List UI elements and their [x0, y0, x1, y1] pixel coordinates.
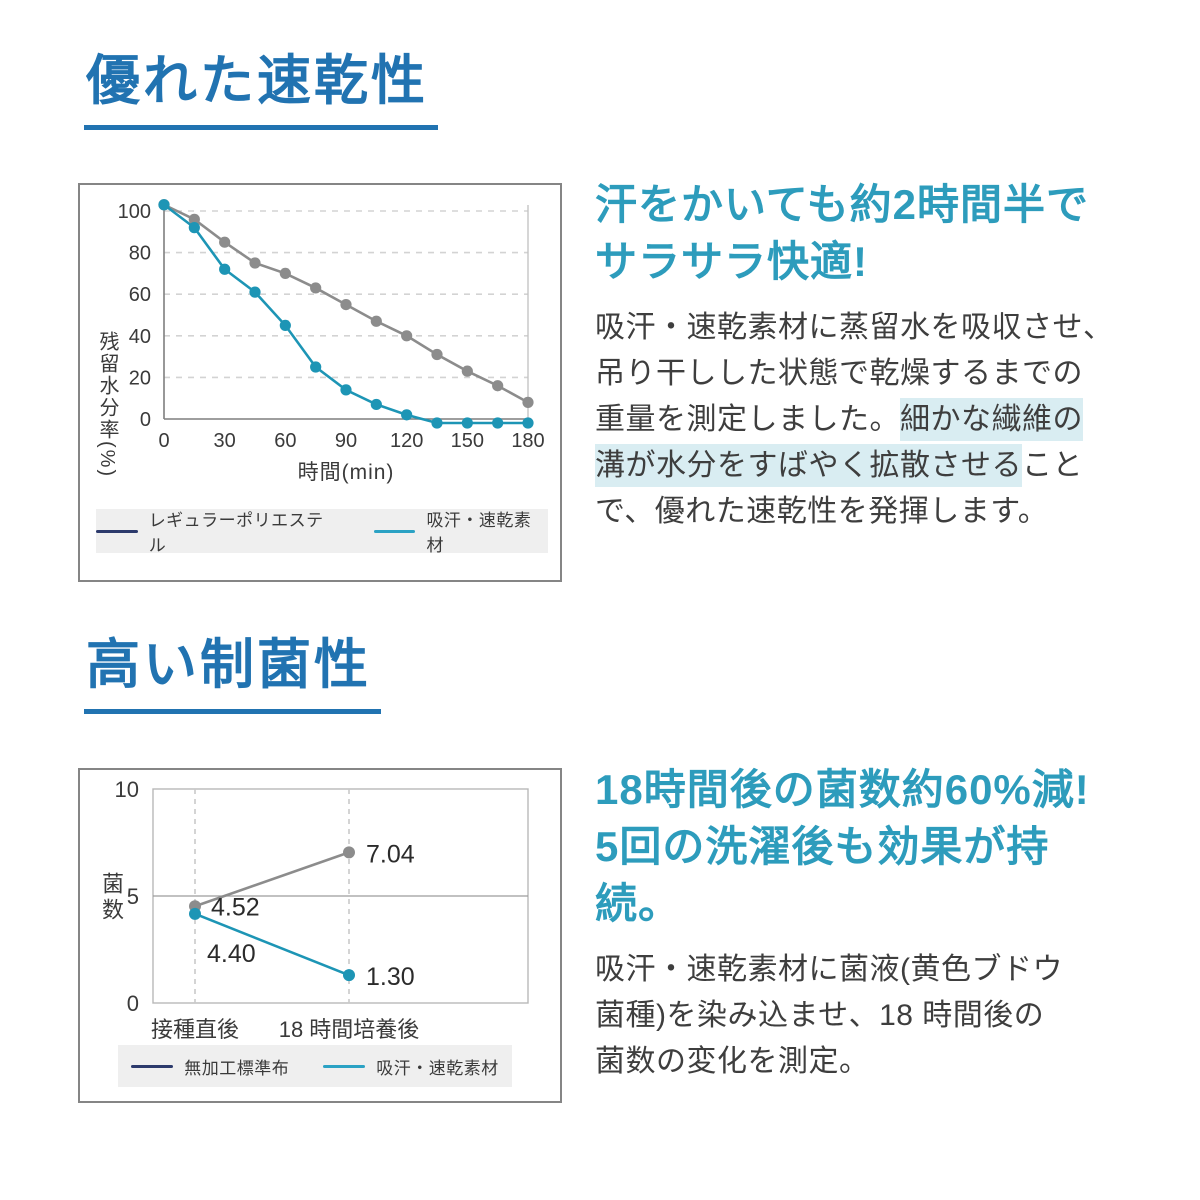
- series-quick-dry-material: [158, 199, 534, 429]
- svg-text:100: 100: [118, 201, 151, 223]
- series-regular-polyester: [158, 199, 534, 408]
- moisture-legend-swatch-2: [373, 529, 416, 533]
- x-axis-tick-labels: 0 30 60 90 120 150 180: [158, 430, 544, 452]
- svg-text:150: 150: [451, 430, 484, 452]
- y-axis-tick-labels: 0 5 10: [115, 777, 139, 1016]
- svg-text:60: 60: [274, 430, 296, 452]
- data-label-1.30: 1.30: [366, 963, 415, 991]
- section1-subtitle-line-2: サラサラ快適!: [595, 238, 868, 285]
- bacteria-legend-label-2: 吸汗・速乾素材: [376, 1058, 499, 1078]
- svg-text:90: 90: [335, 430, 357, 452]
- section2-subtitle-line-1: 18時間後の菌数約60%減!: [595, 766, 1090, 813]
- svg-text:0: 0: [158, 430, 169, 452]
- moisture-chart-y-axis-label: 残留水分率(%): [96, 331, 118, 479]
- bacteria-chart-legend: 無加工標準布 吸汗・速乾素材: [118, 1045, 512, 1087]
- section1-body: 吸汗・速乾素材に蒸留水を吸収させ、 吊り干しした状態で乾燥するまでの 重量を測定しま…: [595, 305, 1135, 535]
- bacteria-line-chart: 4.52 7.04 4.40 1.30 0 5 10 接種直後 18 時間培養後: [115, 777, 529, 1042]
- moisture-legend-label-2: 吸汗・速乾素材: [426, 511, 532, 555]
- bacteria-legend-item-1: 無加工標準布: [131, 1054, 289, 1079]
- svg-text:120: 120: [390, 430, 423, 452]
- svg-text:接種直後: 接種直後: [151, 1017, 239, 1042]
- category-labels: 接種直後 18 時間培養後: [151, 1017, 419, 1042]
- section1-body-segment-2: 吊り干しした状態で乾燥するまでの: [595, 357, 1083, 390]
- bacteria-legend-item-2: 吸汗・速乾素材: [323, 1054, 499, 1079]
- section1-title: 優れた速乾性: [84, 51, 438, 131]
- moisture-chart-frame: 0 20 40 60 80 100 0 30 60 90 120 150 180 時間(min) 残留水分…: [78, 183, 562, 582]
- bacteria-legend-swatch-2: [323, 1064, 366, 1068]
- svg-text:180: 180: [511, 430, 544, 452]
- svg-text:60: 60: [129, 284, 151, 306]
- moisture-legend-label-1: レギュラーポリエステル: [148, 511, 324, 555]
- moisture-legend-item-2: 吸汗・速乾素材: [373, 506, 548, 556]
- section1-body-segment-7: で、優れた速乾性を発揮します。: [595, 495, 1049, 528]
- x-axis-title: 時間(min): [298, 461, 395, 484]
- svg-text:10: 10: [115, 777, 139, 802]
- series-untreated-cloth: 4.52 7.04: [189, 840, 415, 921]
- section2-title: 高い制菌性: [84, 635, 381, 715]
- svg-text:0: 0: [127, 991, 139, 1016]
- section1-body-segment-5-highlighted: 溝が水分をすばやく拡散させる: [595, 444, 1022, 487]
- section1-body-segment-3: 重量を測定しました。: [595, 403, 900, 436]
- section2-subtitle: 18時間後の菌数約60%減! 5回の洗濯後も効果が持続。: [595, 761, 1135, 932]
- data-label-4.40: 4.40: [207, 940, 256, 968]
- section1-body-segment-1: 吸汗・速乾素材に蒸留水を吸収させ、: [595, 311, 1114, 344]
- svg-text:18 時間培養後: 18 時間培養後: [279, 1017, 420, 1042]
- moisture-line-chart: 0 20 40 60 80 100 0 30 60 90 120 150 180 時間(min): [118, 199, 545, 484]
- svg-text:0: 0: [140, 409, 151, 431]
- section1-body-segment-4-highlighted: 細かな繊維の: [900, 398, 1083, 441]
- svg-text:80: 80: [129, 243, 151, 265]
- data-label-4.52: 4.52: [211, 893, 260, 921]
- y-axis-tick-labels: 0 20 40 60 80 100: [118, 201, 151, 431]
- gridlines: [164, 205, 529, 419]
- svg-text:5: 5: [127, 884, 139, 909]
- section2-body-segment-2: 菌種)を染み込ませ、18 時間後の: [595, 999, 1045, 1032]
- svg-text:40: 40: [129, 326, 151, 348]
- svg-text:20: 20: [129, 367, 151, 389]
- section1-subtitle: 汗をかいても約2時間半で サラサラ快適!: [595, 176, 1135, 290]
- bacteria-legend-swatch-1: [131, 1064, 174, 1068]
- bacteria-chart-y-axis-label: 菌数: [99, 872, 124, 924]
- section1-subtitle-line-1: 汗をかいても約2時間半で: [595, 181, 1089, 228]
- bacteria-legend-label-1: 無加工標準布: [184, 1058, 290, 1078]
- section2-subtitle-line-2: 5回の洗濯後も効果が持続。: [595, 823, 1050, 927]
- bacteria-chart-frame: 4.52 7.04 4.40 1.30 0 5 10 接種直後 18 時間培養後 菌数 無加工標…: [78, 768, 562, 1103]
- section2-body-segment-3: 菌数の変化を測定。: [595, 1045, 870, 1078]
- moisture-legend-item-1: レギュラーポリエステル: [96, 506, 340, 556]
- section1-text-column: 汗をかいても約2時間半で サラサラ快適! 吸汗・速乾素材に蒸留水を吸収させ、 吊り干…: [595, 176, 1135, 535]
- series-quick-dry-material: 4.40 1.30: [189, 907, 415, 991]
- section2-text-column: 18時間後の菌数約60%減! 5回の洗濯後も効果が持続。 吸汗・速乾素材に菌液(黄…: [595, 761, 1135, 1085]
- svg-text:30: 30: [214, 430, 236, 452]
- section1-body-segment-6: こと: [1022, 449, 1083, 482]
- moisture-legend-swatch-1: [96, 529, 138, 533]
- data-label-7.04: 7.04: [366, 840, 415, 868]
- section2-body: 吸汗・速乾素材に菌液(黄色ブドウ 菌種)を染み込ませ、18 時間後の 菌数の変化を測…: [595, 947, 1135, 1085]
- moisture-chart-legend: レギュラーポリエステル 吸汗・速乾素材: [96, 506, 548, 556]
- section2-body-segment-1: 吸汗・速乾素材に菌液(黄色ブドウ: [595, 953, 1063, 986]
